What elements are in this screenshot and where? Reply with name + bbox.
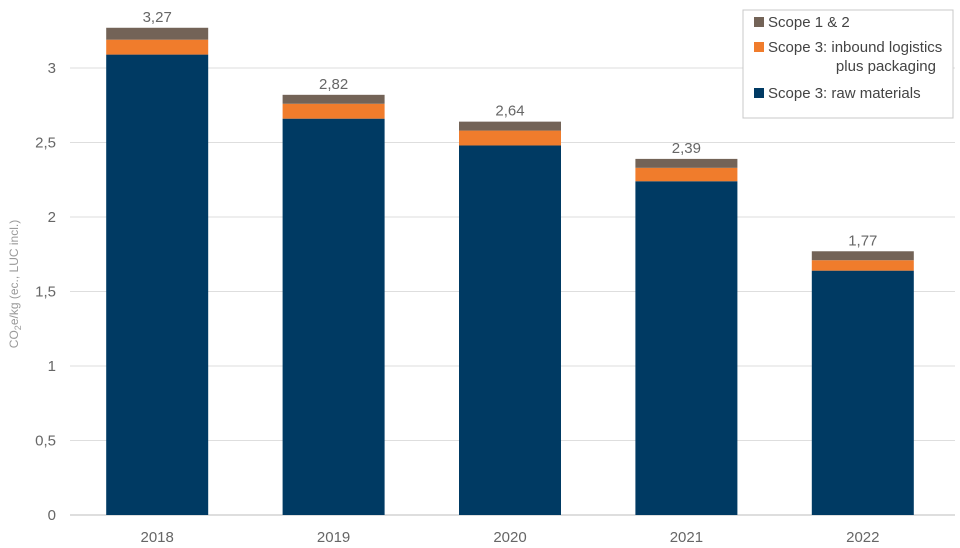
y-tick-label: 3 — [48, 60, 56, 77]
bar-segment-scope-3-inbound-logistics-plus-packaging — [459, 130, 561, 146]
x-axis-ticks: 2018 2019 2020 2021 2022 — [141, 529, 880, 546]
legend-swatch — [754, 42, 764, 52]
bar-segment-scope-3-raw-materials — [635, 181, 738, 516]
bar-segment-scope-1-2 — [811, 251, 914, 261]
total-label: 2,82 — [319, 76, 348, 93]
total-label: 2,64 — [495, 103, 524, 120]
legend-label: Scope 3: raw materials — [768, 85, 921, 102]
total-label: 1,77 — [848, 232, 877, 249]
x-tick-label: 2021 — [670, 529, 703, 546]
legend-label: Scope 3: inbound logistics — [768, 39, 942, 56]
y-axis-label-prefix: CO — [7, 330, 21, 348]
y-axis-label: CO2e/kg (ec., LUC incl.) — [7, 220, 23, 348]
bar-segment-scope-1-2 — [282, 94, 385, 104]
bar-segment-scope-1-2 — [635, 158, 738, 168]
y-tick-label: 2 — [48, 209, 56, 226]
bar-segment-scope-1-2 — [459, 121, 561, 131]
x-tick-label: 2022 — [846, 529, 879, 546]
bar-segment-scope-3-inbound-logistics-plus-packaging — [635, 167, 738, 182]
total-labels: 3,27 2,82 2,64 2,39 1,77 — [143, 9, 878, 250]
legend-label: Scope 1 & 2 — [768, 14, 850, 31]
y-axis-label-subscript: 2 — [13, 325, 23, 330]
bar-segment-scope-3-raw-materials — [106, 54, 209, 516]
bar-segment-scope-1-2 — [106, 27, 209, 40]
y-tick-label: 0,5 — [35, 433, 56, 450]
bar-segment-scope-3-raw-materials — [282, 118, 385, 515]
bar-segment-scope-3-inbound-logistics-plus-packaging — [282, 103, 385, 119]
y-axis-ticks: 0 0,5 1 1,5 2 2,5 3 — [35, 60, 56, 524]
bar-segment-scope-3-inbound-logistics-plus-packaging — [106, 39, 209, 55]
x-tick-label: 2019 — [317, 529, 350, 546]
bars — [106, 27, 914, 516]
legend-box — [742, 9, 954, 119]
legend: Scope 1 & 2 Scope 3: inbound logistics plu… — [742, 9, 954, 119]
bar-segment-scope-3-inbound-logistics-plus-packaging — [811, 260, 914, 271]
total-label: 3,27 — [143, 9, 172, 26]
bar-segment-scope-3-raw-materials — [811, 270, 914, 515]
legend-swatch — [754, 17, 764, 27]
y-axis-label-suffix: e/kg (ec., LUC incl.) — [7, 220, 21, 325]
y-tick-label: 2,5 — [35, 135, 56, 152]
y-tick-label: 1 — [48, 358, 56, 375]
legend-label: plus packaging — [836, 58, 936, 75]
x-tick-label: 2018 — [141, 529, 174, 546]
y-tick-label: 1,5 — [35, 284, 56, 301]
total-label: 2,39 — [672, 140, 701, 157]
y-tick-label: 0 — [48, 507, 56, 524]
x-tick-label: 2020 — [493, 529, 526, 546]
legend-swatch — [754, 88, 764, 98]
bar-segment-scope-3-raw-materials — [459, 145, 561, 516]
